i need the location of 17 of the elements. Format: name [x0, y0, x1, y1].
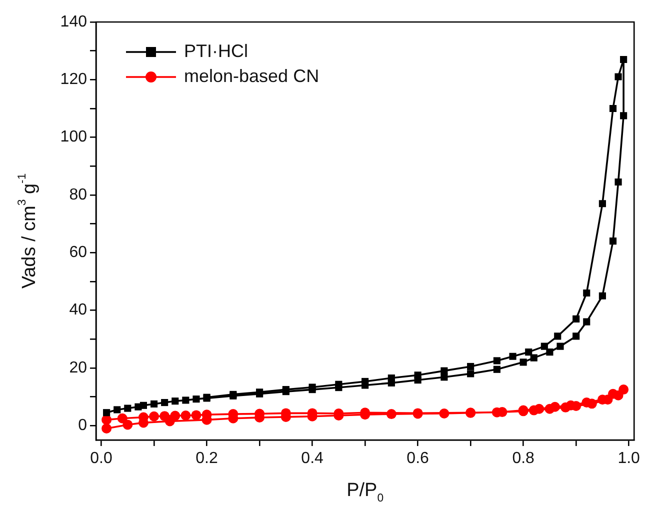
x-tick-label: 0.0: [90, 450, 112, 468]
x-tick-label: 0.6: [406, 450, 430, 468]
legend-label: melon-based CN: [184, 66, 320, 86]
x-tick-label: 0.4: [301, 450, 324, 468]
x-tick-label: 1.0: [618, 450, 640, 468]
y-tick-label: 40: [69, 302, 88, 319]
y-axis-title: Vads / cm3 g-1: [16, 173, 40, 289]
y-tick-label: 80: [69, 186, 88, 204]
y-tick-label: 100: [60, 128, 88, 146]
y-tick-label: 60: [69, 244, 88, 262]
y-tick-label: 20: [69, 359, 88, 376]
y-tick-label: 140: [60, 13, 88, 30]
y-tick-label: 120: [60, 71, 88, 88]
x-tick-label: 0.2: [196, 450, 218, 468]
x-tick-label: 0.8: [512, 450, 535, 468]
legend-label: PTI·HCl: [184, 40, 248, 61]
y-tick-label: 0: [78, 416, 88, 434]
